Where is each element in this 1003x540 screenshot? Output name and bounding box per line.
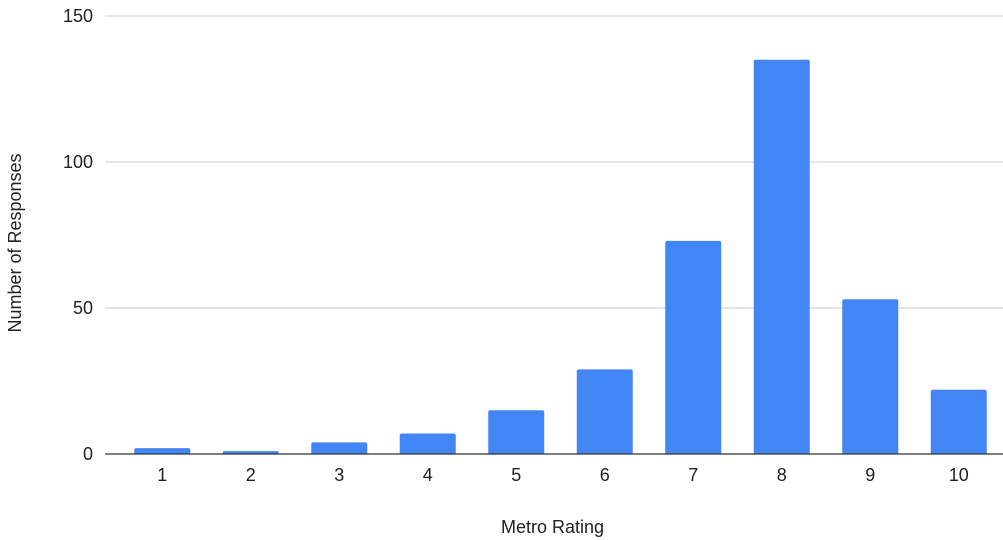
x-tick-label: 3 <box>334 465 344 485</box>
bar-rating-4 <box>399 433 456 454</box>
x-tick-labels: 1 2 3 4 5 6 7 8 9 10 <box>157 465 969 485</box>
gridlines <box>105 15 1003 309</box>
bar-rating-1 <box>134 448 191 454</box>
y-tick-label: 0 <box>83 444 93 464</box>
y-tick-labels: 0 50 100 150 <box>63 6 93 464</box>
bar-rating-5 <box>488 410 545 454</box>
x-tick-label: 4 <box>423 465 433 485</box>
bar-rating-2 <box>222 451 279 454</box>
x-tick-label: 8 <box>777 465 787 485</box>
y-tick-label: 150 <box>63 6 93 26</box>
y-axis-title: Number of Responses <box>5 153 25 332</box>
bar-rating-9 <box>842 299 899 454</box>
bars <box>134 59 987 455</box>
x-tick-label: 1 <box>157 465 167 485</box>
y-tick-label: 50 <box>73 298 93 318</box>
x-axis-title: Metro Rating <box>501 517 604 537</box>
bar-rating-10 <box>930 389 987 454</box>
bar-rating-3 <box>311 442 368 454</box>
x-tick-label: 10 <box>949 465 969 485</box>
bar-rating-7 <box>665 240 722 454</box>
bar-rating-6 <box>576 369 633 454</box>
x-tick-label: 5 <box>511 465 521 485</box>
bar-rating-8 <box>753 59 810 455</box>
y-tick-label: 100 <box>63 152 93 172</box>
x-tick-label: 7 <box>688 465 698 485</box>
x-tick-label: 6 <box>600 465 610 485</box>
x-tick-label: 2 <box>246 465 256 485</box>
x-tick-label: 9 <box>865 465 875 485</box>
